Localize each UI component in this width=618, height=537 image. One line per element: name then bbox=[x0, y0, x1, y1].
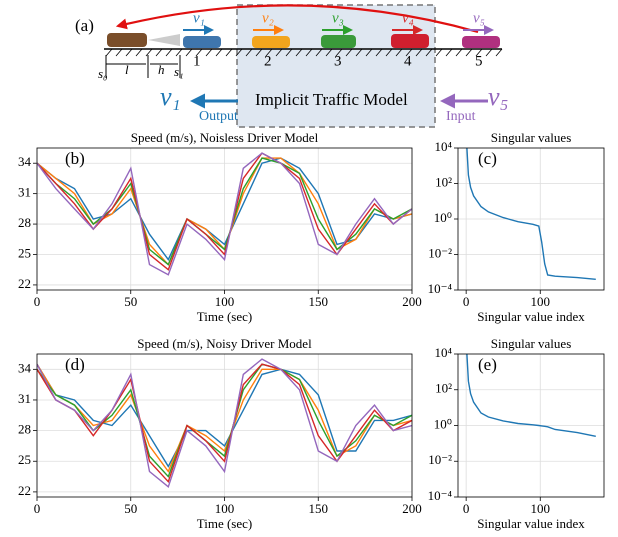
position-label: s₁ bbox=[174, 64, 184, 79]
position-label: h bbox=[158, 62, 165, 77]
y-tick-label: 10² bbox=[435, 174, 452, 189]
model-box bbox=[236, 4, 436, 128]
car bbox=[252, 36, 290, 48]
x-axis-label: Time (sec) bbox=[197, 516, 253, 531]
y-tick-label: 28 bbox=[18, 215, 31, 230]
speed-labels: v₁ v₂ v₃ v₄ v₅ bbox=[193, 10, 485, 26]
car-number: 3 bbox=[334, 53, 342, 69]
car-number: 2 bbox=[264, 53, 272, 69]
panel-label: (b) bbox=[65, 149, 85, 168]
y-tick-label: 25 bbox=[18, 245, 31, 260]
car-number: 5 bbox=[475, 53, 483, 69]
x-tick-label: 0 bbox=[463, 501, 470, 516]
panel-label: (c) bbox=[478, 149, 497, 168]
car bbox=[391, 34, 429, 48]
input-label: Input bbox=[446, 109, 476, 124]
x-tick-label: 200 bbox=[402, 294, 422, 309]
chart-title: Speed (m/s), Noisless Driver Model bbox=[131, 130, 319, 145]
car bbox=[107, 33, 147, 47]
series-line bbox=[37, 363, 412, 484]
output-speed: v₁ bbox=[160, 82, 181, 111]
car-number: 1 bbox=[193, 53, 201, 69]
x-tick-label: 100 bbox=[215, 294, 235, 309]
y-tick-label: 10⁴ bbox=[434, 139, 452, 154]
series-line bbox=[37, 358, 412, 488]
y-tick-label: 31 bbox=[18, 391, 31, 406]
series-line bbox=[37, 157, 412, 261]
x-tick-label: 100 bbox=[531, 294, 551, 309]
chart: 10⁻⁴ 10⁻² 10⁰ 10² 10⁴ 0 100 Singular values Sing… bbox=[428, 130, 605, 324]
y-tick-label: 10² bbox=[435, 381, 452, 396]
chart: 22 25 28 31 34 0 50 100 150 200 Speed (m/s), Noisl… bbox=[18, 130, 422, 324]
speed-label: v₅ bbox=[473, 10, 485, 26]
x-tick-label: 0 bbox=[34, 294, 41, 309]
input-speed: v₅ bbox=[488, 82, 509, 111]
panel-label: (a) bbox=[75, 16, 94, 35]
panel-label: (e) bbox=[478, 355, 497, 374]
speed-label: v₂ bbox=[262, 10, 274, 26]
plot-frame bbox=[36, 147, 413, 291]
x-tick-label: 150 bbox=[309, 294, 329, 309]
x-axis-label: Singular value index bbox=[477, 309, 585, 324]
x-tick-label: 50 bbox=[124, 294, 137, 309]
x-axis-label: Singular value index bbox=[477, 516, 585, 531]
x-tick-label: 100 bbox=[215, 501, 235, 516]
series-line bbox=[466, 354, 596, 437]
x-tick-label: 100 bbox=[531, 501, 551, 516]
chart-title: Speed (m/s), Noisy Driver Model bbox=[137, 336, 312, 351]
plot-frame bbox=[36, 353, 413, 498]
y-tick-label: 10⁻² bbox=[428, 452, 452, 467]
chart: 10⁻⁴ 10⁻² 10⁰ 10² 10⁴ 0 100 Singular values Sing… bbox=[428, 336, 605, 531]
model-label: Implicit Traffic Model bbox=[255, 90, 408, 109]
y-tick-label: 22 bbox=[18, 276, 31, 291]
sensor-cone bbox=[148, 34, 180, 46]
y-tick-label: 10⁻⁴ bbox=[428, 281, 453, 296]
y-tick-label: 28 bbox=[18, 422, 31, 437]
output-label: Output bbox=[199, 109, 238, 124]
y-tick-label: 34 bbox=[18, 360, 32, 375]
y-tick-label: 10⁻² bbox=[428, 245, 452, 260]
y-tick-label: 10⁰ bbox=[434, 416, 452, 431]
x-tick-label: 0 bbox=[463, 294, 470, 309]
y-tick-label: 31 bbox=[18, 185, 31, 200]
cars bbox=[107, 33, 500, 48]
chart-title: Singular values bbox=[491, 336, 572, 351]
chart-title: Singular values bbox=[491, 130, 572, 145]
car-number: 4 bbox=[404, 53, 412, 69]
series-line bbox=[466, 148, 596, 280]
x-tick-label: 50 bbox=[124, 501, 137, 516]
car bbox=[183, 36, 221, 48]
y-tick-label: 10⁴ bbox=[434, 345, 452, 360]
series-line bbox=[37, 363, 412, 478]
y-tick-label: 25 bbox=[18, 452, 31, 467]
y-tick-label: 22 bbox=[18, 483, 31, 498]
x-tick-label: 0 bbox=[34, 501, 41, 516]
road-hatch bbox=[105, 48, 503, 57]
position-label: l bbox=[125, 62, 129, 77]
speed-label: v₄ bbox=[402, 10, 414, 26]
series-line bbox=[37, 157, 412, 266]
series-line bbox=[37, 152, 412, 271]
series-line bbox=[37, 152, 412, 276]
speed-label: v₃ bbox=[332, 10, 344, 26]
x-axis-label: Time (sec) bbox=[197, 309, 253, 324]
chart: 22 25 28 31 34 0 50 100 150 200 Speed (m/s), Noisy… bbox=[18, 336, 422, 531]
plot-frame bbox=[457, 353, 605, 498]
y-tick-label: 10⁰ bbox=[434, 210, 452, 225]
x-tick-label: 150 bbox=[309, 501, 329, 516]
car bbox=[321, 35, 356, 48]
car bbox=[462, 36, 500, 48]
plot-frame bbox=[457, 147, 605, 291]
position-label: s₀ bbox=[98, 66, 108, 81]
series-line bbox=[37, 363, 412, 468]
signal-arc bbox=[115, 4, 479, 34]
diagram: (a) v₁ v₂ v₃ v₄ v₅ s₀ l h s₁ 1 2 bbox=[75, 4, 509, 128]
x-tick-label: 200 bbox=[402, 501, 422, 516]
spacing-markers bbox=[105, 55, 181, 78]
speed-label: v₁ bbox=[193, 10, 205, 26]
y-tick-label: 10⁻⁴ bbox=[428, 488, 453, 503]
y-tick-label: 34 bbox=[18, 154, 32, 169]
panel-label: (d) bbox=[65, 355, 85, 374]
